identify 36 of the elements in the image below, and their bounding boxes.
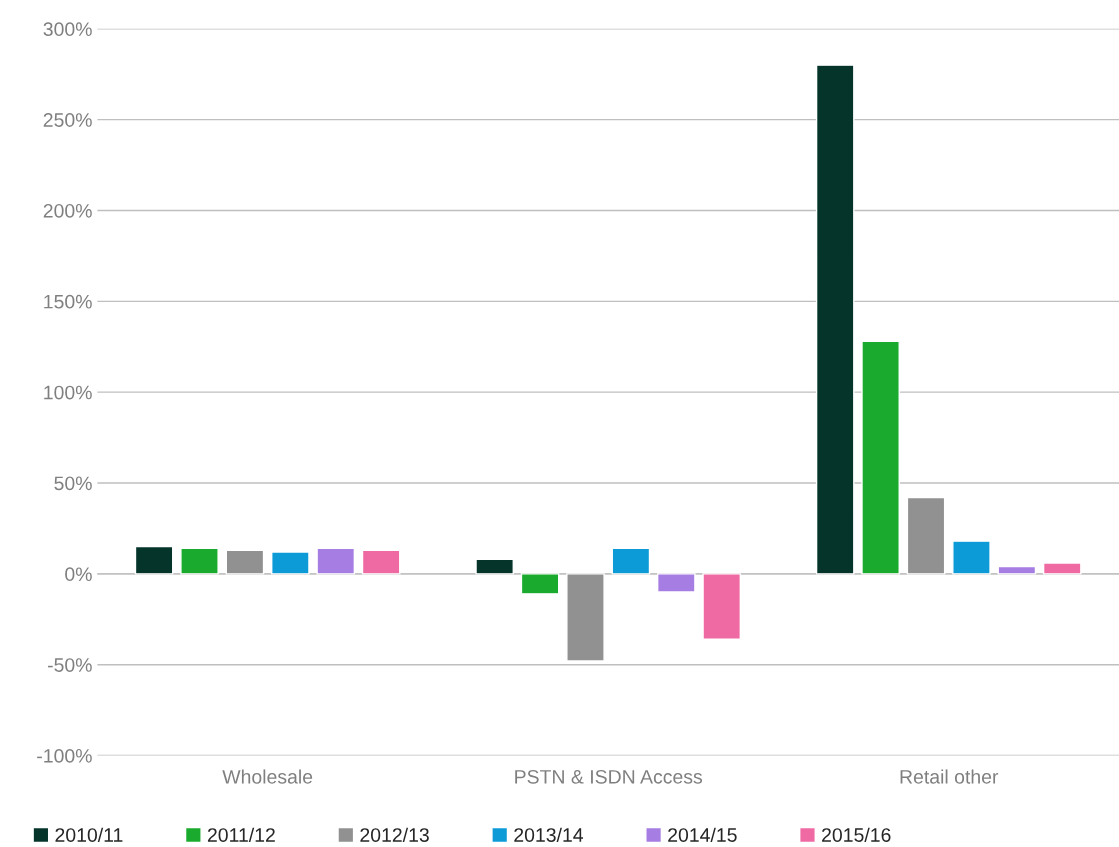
y-tick-label: 200% bbox=[43, 203, 92, 218]
bar bbox=[611, 547, 651, 575]
legend-label: 2012/13 bbox=[360, 827, 429, 842]
bar bbox=[316, 547, 356, 575]
y-tick-label: 300% bbox=[43, 22, 92, 37]
legend-label: 2015/16 bbox=[822, 827, 891, 842]
y-tick-label: -50% bbox=[47, 658, 92, 672]
bar bbox=[815, 64, 855, 575]
y-tick-label: 100% bbox=[44, 385, 92, 400]
bar bbox=[702, 573, 742, 640]
bar bbox=[861, 340, 900, 575]
bar bbox=[361, 549, 401, 575]
y-tick-label: 250% bbox=[43, 113, 92, 127]
bar bbox=[134, 545, 174, 575]
bar bbox=[997, 565, 1037, 575]
legend-label: 2014/15 bbox=[668, 827, 737, 842]
legend-label: 2013/14 bbox=[514, 827, 584, 842]
bar bbox=[906, 496, 946, 575]
legend-label: 2011/12 bbox=[207, 827, 275, 842]
y-tick-label: 150% bbox=[44, 294, 92, 309]
bar bbox=[566, 573, 605, 662]
bar bbox=[271, 551, 310, 575]
legend-label: 2010/11 bbox=[55, 827, 123, 842]
y-tick-label: 0% bbox=[65, 567, 92, 582]
bar bbox=[952, 540, 991, 575]
bar bbox=[1042, 562, 1082, 575]
x-tick-label: PSTN & ISDN Access bbox=[515, 769, 703, 784]
bar bbox=[656, 573, 696, 593]
y-tick-label: 50% bbox=[54, 476, 92, 491]
x-tick-label: Retail other bbox=[900, 769, 999, 784]
bar bbox=[475, 558, 514, 575]
bar bbox=[520, 573, 560, 595]
x-tick-label: Wholesale bbox=[222, 769, 313, 784]
bar bbox=[180, 547, 219, 575]
bar bbox=[225, 549, 265, 575]
y-tick-label: -100% bbox=[37, 748, 92, 763]
